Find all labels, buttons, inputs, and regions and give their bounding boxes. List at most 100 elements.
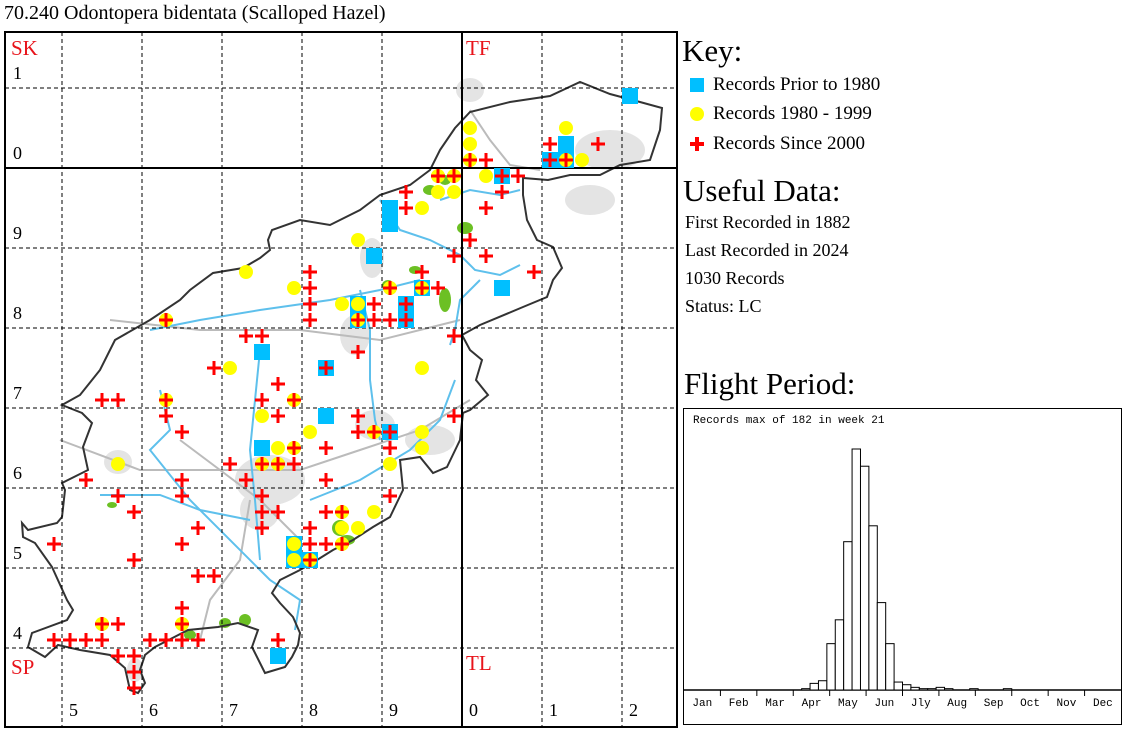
week-bar [935,686,946,691]
grid-label-northing: 5 [13,543,22,563]
grid-label-easting: 7 [229,700,238,720]
record-since-2000 [351,313,365,327]
record-since-2000 [271,377,285,391]
record-since-2000 [559,153,573,167]
record-since-2000 [351,425,365,439]
month-label: Dec [1092,698,1113,710]
record-since-2000 [399,185,413,199]
week-bar [918,688,929,691]
record-since-2000 [431,169,445,183]
record-since-2000 [527,265,541,279]
record-since-2000 [79,473,93,487]
last-recorded: Last Recorded in 2024 [685,240,849,260]
record-1980-1999 [431,185,445,199]
record-since-2000 [399,313,413,327]
week-bar [902,684,912,691]
record-prior-1980 [254,440,270,456]
record-since-2000 [127,649,141,663]
record-since-2000 [191,521,205,535]
week-bar [910,686,920,691]
month-label: Sep [983,698,1004,710]
record-count: 1030 Records [685,268,785,288]
grid-label-easting: 5 [69,700,78,720]
record-since-2000 [143,633,157,647]
grid-label-easting: 0 [469,700,478,720]
record-since-2000 [175,537,189,551]
key-item-prior-1980: Records Prior to 1980 [690,74,880,96]
grid-label-northing: 6 [13,463,22,483]
month-label: Aug [947,698,968,710]
week-bar [834,619,845,691]
record-since-2000 [255,329,269,343]
record-prior-1980 [622,88,638,104]
record-since-2000 [303,521,317,535]
grid-lines [5,32,677,727]
blue-square-icon [690,78,704,92]
record-1980-1999 [239,265,253,279]
record-since-2000 [127,665,141,679]
record-1980-1999 [287,537,301,551]
useful-data-heading: Useful Data: [683,173,841,208]
record-since-2000 [255,393,269,407]
record-since-2000 [79,633,93,647]
week-bar [843,541,853,691]
record-1980-1999 [351,233,365,247]
record-since-2000 [239,473,253,487]
key-label: Records 1980 - 1999 [713,103,872,124]
record-prior-1980 [494,280,510,296]
record-since-2000 [95,633,109,647]
record-since-2000 [111,489,125,503]
week-bar [868,525,878,691]
record-since-2000 [111,617,125,631]
record-since-2000 [495,185,509,199]
first-recorded: First Recorded in 1882 [685,212,851,232]
record-since-2000 [367,313,381,327]
record-since-2000 [127,505,141,519]
record-since-2000 [319,537,333,551]
record-1980-1999 [559,121,573,135]
record-since-2000 [415,281,429,295]
record-prior-1980 [382,216,398,232]
record-since-2000 [543,153,557,167]
week-bar [876,602,887,691]
status: Status: LC [685,296,762,316]
record-since-2000 [591,137,605,151]
record-since-2000 [399,201,413,215]
record-1980-1999 [415,361,429,375]
key-item-1980-1999: Records 1980 - 1999 [690,103,872,125]
record-since-2000 [303,553,317,567]
month-label: Jly [910,698,931,710]
record-1980-1999 [351,297,365,311]
record-since-2000 [127,553,141,567]
record-1980-1999 [575,153,589,167]
record-1980-1999 [463,121,477,135]
flight-period-heading: Flight Period: [684,366,856,401]
record-since-2000 [399,297,413,311]
record-1980-1999 [367,505,381,519]
record-since-2000 [351,409,365,423]
record-1980-1999 [335,297,349,311]
record-since-2000 [335,537,349,551]
chart-title: Records max of 182 in week 21 [693,415,885,427]
week-bar [944,688,954,691]
record-since-2000 [319,441,333,455]
week-bar [859,465,870,691]
county-boundary [20,80,664,695]
record-since-2000 [287,441,301,455]
week-bar [885,643,895,691]
week-bar [1002,688,1013,691]
page-title: 70.240 Odontopera bidentata (Scalloped H… [4,2,386,24]
record-since-2000 [111,649,125,663]
record-since-2000 [447,329,461,343]
record-since-2000 [351,345,365,359]
week-bar [817,680,828,691]
record-1980-1999 [415,425,429,439]
record-1980-1999 [255,409,269,423]
grid-label-easting: 8 [309,700,318,720]
key-label: Records Since 2000 [713,133,865,154]
yellow-circle-icon [690,107,704,121]
record-since-2000 [415,265,429,279]
month-label: Feb [728,698,749,710]
grid-label-northing: 7 [13,383,22,403]
flight-period-chart: Records max of 182 in week 21 Jan Feb Mar A… [683,408,1122,725]
